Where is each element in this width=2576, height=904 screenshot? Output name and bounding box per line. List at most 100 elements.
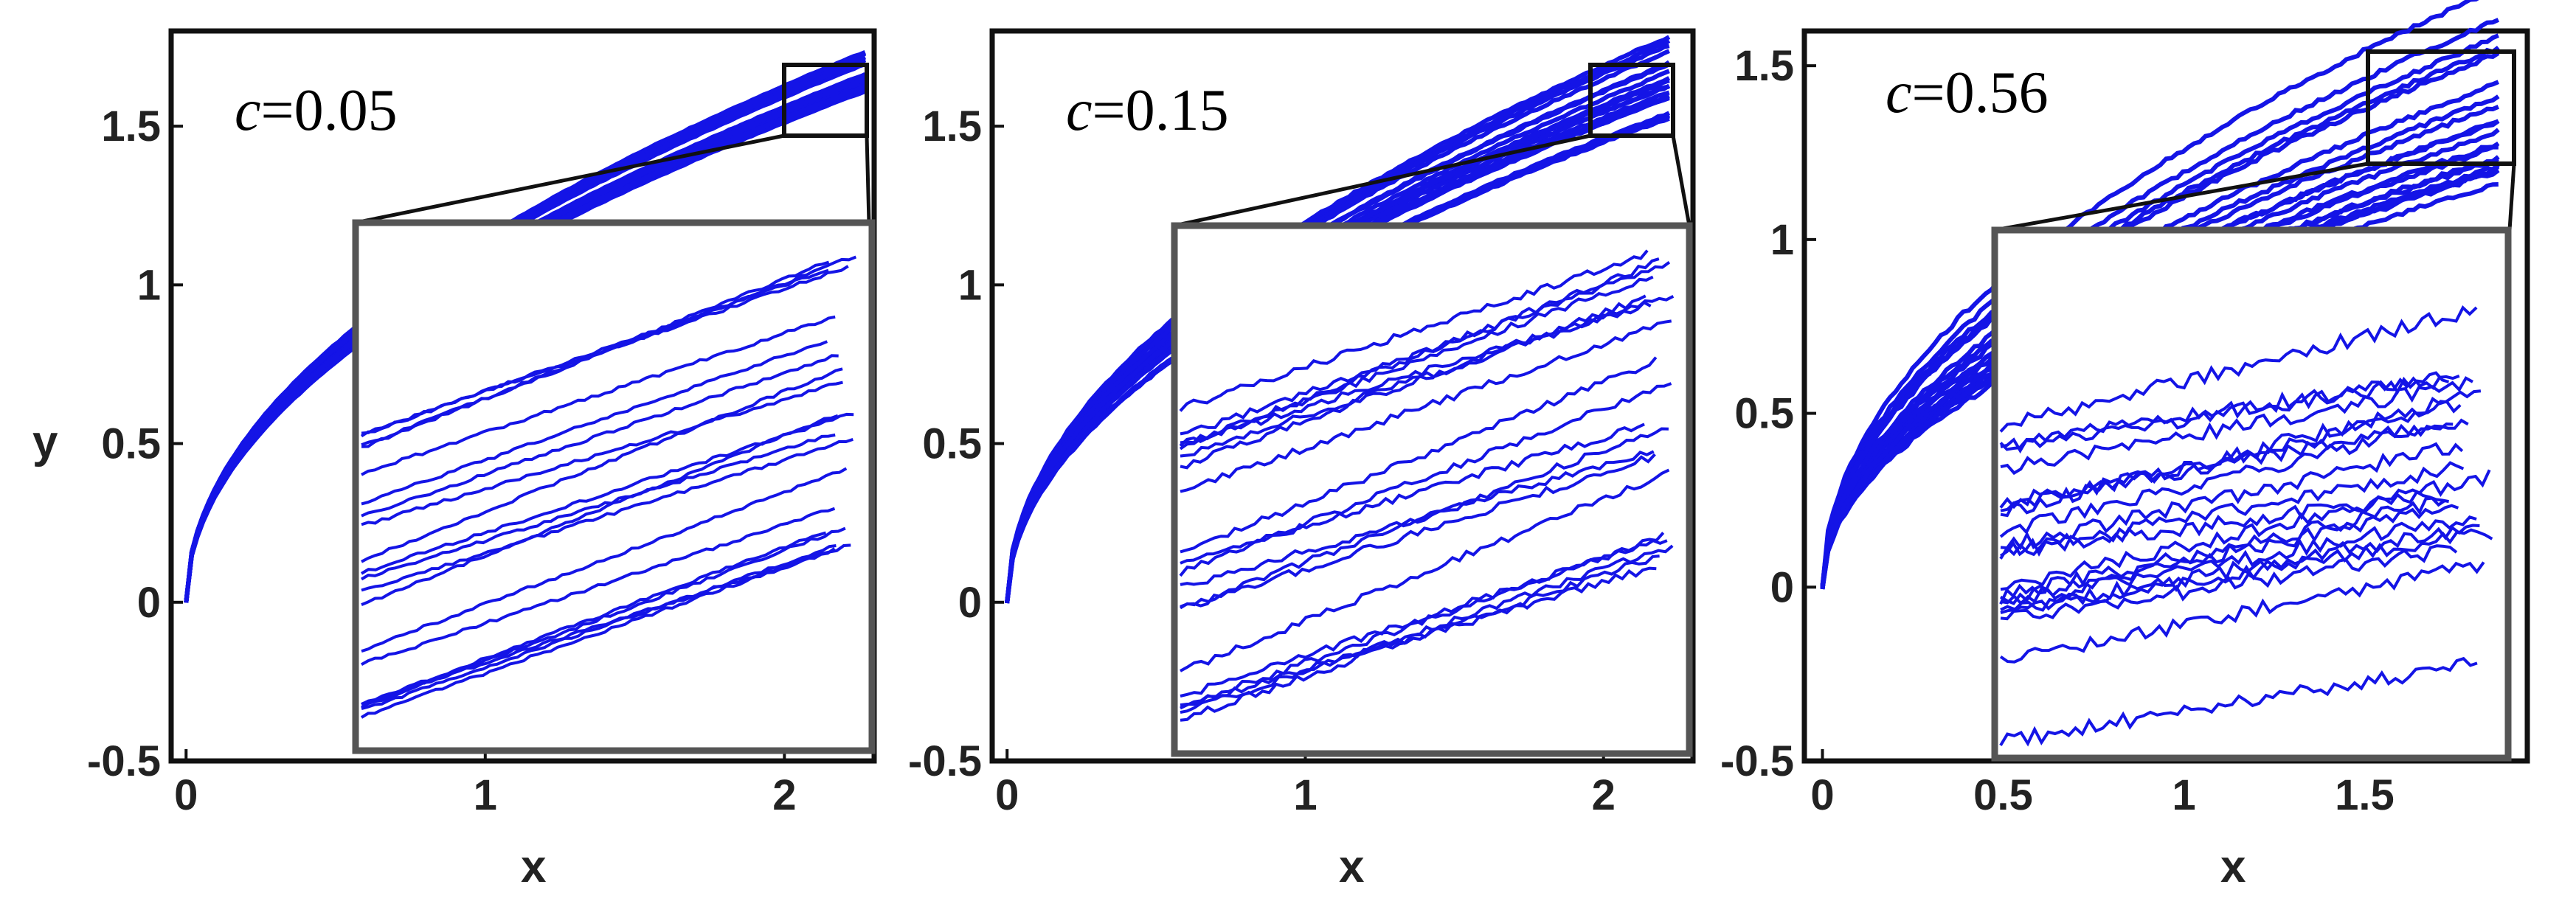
trajectory-line xyxy=(1820,45,2500,588)
zoom-connector-right-3 xyxy=(2507,163,2516,231)
x-tick-label: 1 xyxy=(2172,771,2195,819)
inset-trajectory-line xyxy=(361,340,828,506)
inset-trajectory-line xyxy=(1999,504,2459,605)
inset-trajectory-line xyxy=(1180,453,1656,608)
inset-trajectory-line xyxy=(361,260,830,448)
zoom-box-2 xyxy=(1588,63,1675,138)
x-tick-label: 1 xyxy=(1293,771,1317,819)
zoom-connector-right-1 xyxy=(865,135,871,223)
inset-trajectory-line xyxy=(1180,423,1645,565)
panel-1: -0.5 0 0.5 1 1.5 0 1 2 c=0.05 x y xyxy=(32,28,877,892)
zoom-connector-left-2 xyxy=(1174,133,1591,228)
inset-trajectory-line xyxy=(1180,294,1647,470)
trajectory-line xyxy=(1820,0,2479,588)
x-tick-label: 1.5 xyxy=(2335,771,2395,819)
inset-trajectory-line xyxy=(361,354,839,518)
trajectory-line xyxy=(1005,49,1670,602)
parameter-label-2: c=0.15 xyxy=(1066,78,1229,143)
inset-trajectory-line xyxy=(1180,356,1658,554)
x-tick-label: 0 xyxy=(1810,771,1834,819)
parameter-label-3: c=0.56 xyxy=(1886,60,2049,125)
inset-trajectory-line xyxy=(2000,376,2473,476)
inset-trajectory-line xyxy=(1999,656,2478,747)
inset-trajectory-line xyxy=(2000,524,2480,611)
inset-trajectory-line xyxy=(1180,468,1670,672)
inset-trajectory-line xyxy=(1180,275,1654,445)
inset-trajectories-2 xyxy=(1179,249,1675,722)
inset-trajectory-line xyxy=(1180,554,1660,722)
y-ticks-2: -0.5 0 0.5 1 1.5 xyxy=(908,102,1004,785)
trajectory-line xyxy=(184,58,867,603)
inset-trajectory-line xyxy=(1180,544,1674,714)
inset-trajectory-line xyxy=(1179,427,1669,610)
zoom-connector-left-1 xyxy=(355,133,785,225)
x-tick-label: 0 xyxy=(995,771,1019,819)
trajectory-line xyxy=(1005,62,1670,602)
inset-trajectory-line xyxy=(1179,300,1652,448)
y-tick-label: -0.5 xyxy=(908,737,982,785)
inset-trajectory-line xyxy=(361,526,846,709)
inset-trajectory-line xyxy=(1999,561,2485,664)
inset-trajectory-line xyxy=(361,467,848,653)
inset-trajectory-line xyxy=(360,412,854,575)
y-ticks-3: -0.5 0 0.5 1 1.5 xyxy=(1720,42,1816,785)
x-axis-label-2: x xyxy=(1339,841,1365,892)
inset-trajectory-line xyxy=(361,380,843,526)
y-tick-label: 1.5 xyxy=(101,102,161,150)
trajectory-line xyxy=(1005,35,1671,603)
inset-trajectory-line xyxy=(361,315,836,476)
x-axis-label-3: x xyxy=(2220,841,2246,892)
panel-3: -0.5 0 0.5 1 1.5 0 0.5 1 1.5 c=0.56 x xyxy=(1720,0,2530,892)
zoom-connector-right-2 xyxy=(1671,135,1692,226)
inset-trajectory-line xyxy=(1180,319,1672,493)
inset-trajectory-line xyxy=(2000,375,2460,454)
y-tick-label: 1 xyxy=(1770,216,1794,264)
inset-trajectory-line xyxy=(1999,496,2446,605)
inset-trajectories-3 xyxy=(1999,305,2493,747)
inset-trajectory-line xyxy=(361,367,843,563)
inset-trajectory-line xyxy=(1180,260,1671,436)
inset-trajectory-line xyxy=(1999,422,2454,538)
y-tick-label: -0.5 xyxy=(1720,737,1794,785)
zoom-connector-left-3 xyxy=(1994,161,2369,232)
y-ticks-1: -0.5 0 0.5 1 1.5 xyxy=(87,102,183,785)
y-tick-label: 0 xyxy=(1770,563,1794,611)
y-tick-label: 1 xyxy=(958,261,982,309)
y-tick-label: 1.5 xyxy=(1734,42,1794,90)
inset-trajectory-line xyxy=(2000,400,2462,518)
inset-trajectory-line xyxy=(360,547,836,719)
x-ticks-3: 0 0.5 1 1.5 xyxy=(1810,749,2395,819)
inset-trajectory-line xyxy=(1999,371,2450,451)
zoom-box-1 xyxy=(782,63,869,138)
zoom-box-3 xyxy=(2366,49,2516,166)
x-axis-label-1: x xyxy=(521,841,547,892)
inset-trajectory-line xyxy=(361,437,854,592)
x-tick-label: 2 xyxy=(1592,771,1616,819)
inset-trajectory-line xyxy=(361,507,836,666)
x-ticks-2: 0 1 2 xyxy=(995,749,1616,819)
y-tick-label: 1.5 xyxy=(922,102,982,150)
inset-trajectory-line xyxy=(361,531,827,706)
inset-trajectory-line xyxy=(2000,442,2464,551)
inset-trajectory-line xyxy=(1999,305,2478,433)
inset-trajectory-line xyxy=(1179,249,1649,412)
x-tick-label: 0 xyxy=(174,771,198,819)
trajectory-line xyxy=(1820,51,2500,588)
y-axis-label-1: y xyxy=(32,417,58,467)
trajectory-line xyxy=(1820,18,2500,586)
inset-trajectory-line xyxy=(1180,532,1665,710)
panel-2: -0.5 0 0.5 1 1.5 0 1 2 c=0.15 x xyxy=(908,28,1696,892)
x-tick-label: 2 xyxy=(772,771,796,819)
inset-trajectory-line xyxy=(2000,528,2493,615)
inset-trajectory-line xyxy=(1999,418,2469,510)
parameter-label-1: c=0.05 xyxy=(235,78,398,143)
y-tick-label: 0 xyxy=(137,579,161,627)
inset-trajectory-line xyxy=(2000,515,2477,606)
inset-trajectory-line xyxy=(2000,544,2458,621)
inset-trajectories-1 xyxy=(360,255,857,719)
inset-trajectory-line xyxy=(360,433,836,581)
inset-trajectory-line xyxy=(1180,566,1657,707)
inset-trajectory-line xyxy=(1180,295,1675,458)
inset-trajectory-line xyxy=(1999,490,2449,557)
